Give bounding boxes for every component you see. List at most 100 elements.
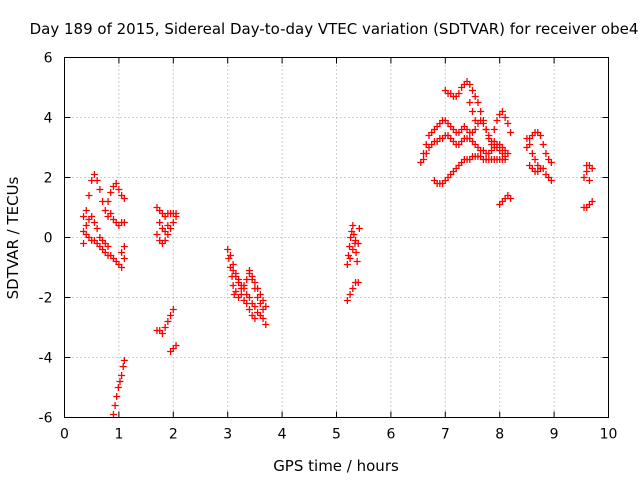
data-point-plus — [352, 237, 360, 244]
data-point-plus — [93, 177, 101, 184]
data-point-plus — [259, 306, 267, 313]
y-axis-label: SDTVAR / TECUs — [4, 176, 22, 299]
data-point-plus — [82, 222, 90, 229]
data-point-plus — [354, 279, 362, 286]
data-point-plus — [349, 285, 357, 292]
data-point-plus — [256, 300, 264, 307]
x-tick-label: 8 — [495, 427, 504, 443]
x-axis-label: GPS time / hours — [273, 457, 399, 475]
data-point-plus — [583, 168, 591, 175]
data-point-plus — [235, 279, 243, 286]
data-point-plus — [101, 207, 109, 214]
data-point-plus — [104, 198, 112, 205]
data-point-plus — [471, 93, 479, 100]
data-point-plus — [507, 129, 515, 136]
data-point-plus — [229, 282, 237, 289]
data-point-plus — [583, 162, 591, 169]
data-point-plus — [169, 306, 177, 313]
data-point-plus — [482, 126, 490, 133]
data-point-plus — [251, 303, 259, 310]
data-point-plus — [120, 219, 128, 226]
data-point-plus — [153, 231, 161, 238]
data-point-plus — [104, 243, 112, 250]
data-point-plus — [346, 243, 354, 250]
data-points — [80, 78, 596, 418]
data-point-plus — [107, 189, 115, 196]
data-point-plus — [352, 249, 360, 256]
data-point-plus — [259, 315, 267, 322]
data-point-plus — [237, 291, 245, 298]
data-point-plus — [262, 321, 270, 328]
data-point-plus — [353, 258, 361, 265]
data-point-plus — [585, 177, 593, 184]
data-point-plus — [528, 150, 536, 157]
data-point-plus — [80, 213, 88, 220]
x-axis-ticks: 0 1 2 3 4 5 6 7 8 9 10 — [60, 57, 617, 443]
y-tick-label: -2 — [39, 291, 53, 307]
data-point-plus — [172, 342, 180, 349]
data-point-plus — [116, 378, 124, 385]
data-point-plus — [120, 195, 128, 202]
data-point-plus — [229, 261, 237, 268]
data-point-plus — [107, 210, 115, 217]
data-point-plus — [501, 156, 509, 163]
y-tick-label: -6 — [39, 411, 53, 427]
data-point-plus — [120, 243, 128, 250]
data-point-plus — [355, 225, 363, 232]
data-point-plus — [350, 231, 358, 238]
data-point-plus — [120, 357, 128, 364]
data-point-plus — [493, 117, 501, 124]
data-point-plus — [80, 240, 88, 247]
data-point-plus — [504, 120, 512, 127]
data-point-plus — [156, 219, 164, 226]
data-point-plus — [118, 249, 126, 256]
data-point-plus — [164, 222, 172, 229]
data-point-plus — [479, 117, 487, 124]
x-tick-label: 3 — [223, 427, 232, 443]
data-point-plus — [248, 276, 256, 283]
data-point-plus — [113, 393, 121, 400]
data-point-plus — [96, 186, 104, 193]
data-point-plus — [112, 180, 120, 187]
x-tick-label: 4 — [278, 427, 287, 443]
data-point-plus — [114, 384, 122, 391]
data-point-plus — [115, 186, 123, 193]
data-point-plus — [230, 291, 238, 298]
chart-title: Day 189 of 2015, Sidereal Day-to-day VTE… — [30, 20, 639, 38]
data-point-plus — [501, 114, 509, 121]
data-point-plus — [254, 294, 262, 301]
x-tick-label: 2 — [169, 427, 178, 443]
series-cluster-1.7-2.0h — [153, 204, 180, 355]
data-point-plus — [120, 255, 128, 262]
data-point-plus — [225, 255, 233, 262]
data-point-plus — [537, 165, 544, 172]
data-point-plus — [547, 177, 555, 184]
x-tick-label: 0 — [60, 427, 69, 443]
data-point-plus — [245, 267, 253, 274]
data-point-plus — [118, 264, 126, 271]
data-point-plus — [245, 294, 253, 301]
data-point-plus — [229, 267, 237, 274]
data-point-plus — [111, 402, 119, 409]
y-tick-label: -4 — [39, 351, 53, 367]
data-point-plus — [88, 213, 96, 220]
data-point-plus — [420, 156, 428, 163]
data-point-plus — [349, 222, 357, 229]
series-cluster-5.1-5.4h — [343, 222, 363, 304]
data-point-plus — [422, 150, 430, 157]
data-point-plus — [466, 99, 474, 106]
data-point-plus — [251, 315, 259, 322]
data-point-plus — [161, 228, 169, 235]
data-point-plus — [580, 174, 588, 181]
data-point-plus — [588, 165, 596, 172]
data-point-plus — [232, 288, 240, 295]
y-axis-ticks: -6 -4 -2 0 2 4 6 — [39, 51, 609, 427]
data-point-plus — [346, 291, 354, 298]
data-point-plus — [243, 300, 251, 307]
data-point-plus — [172, 213, 180, 220]
x-tick-label: 6 — [386, 427, 395, 443]
x-tick-label: 7 — [441, 427, 450, 443]
y-tick-label: 4 — [44, 111, 53, 127]
data-point-plus — [498, 108, 506, 115]
